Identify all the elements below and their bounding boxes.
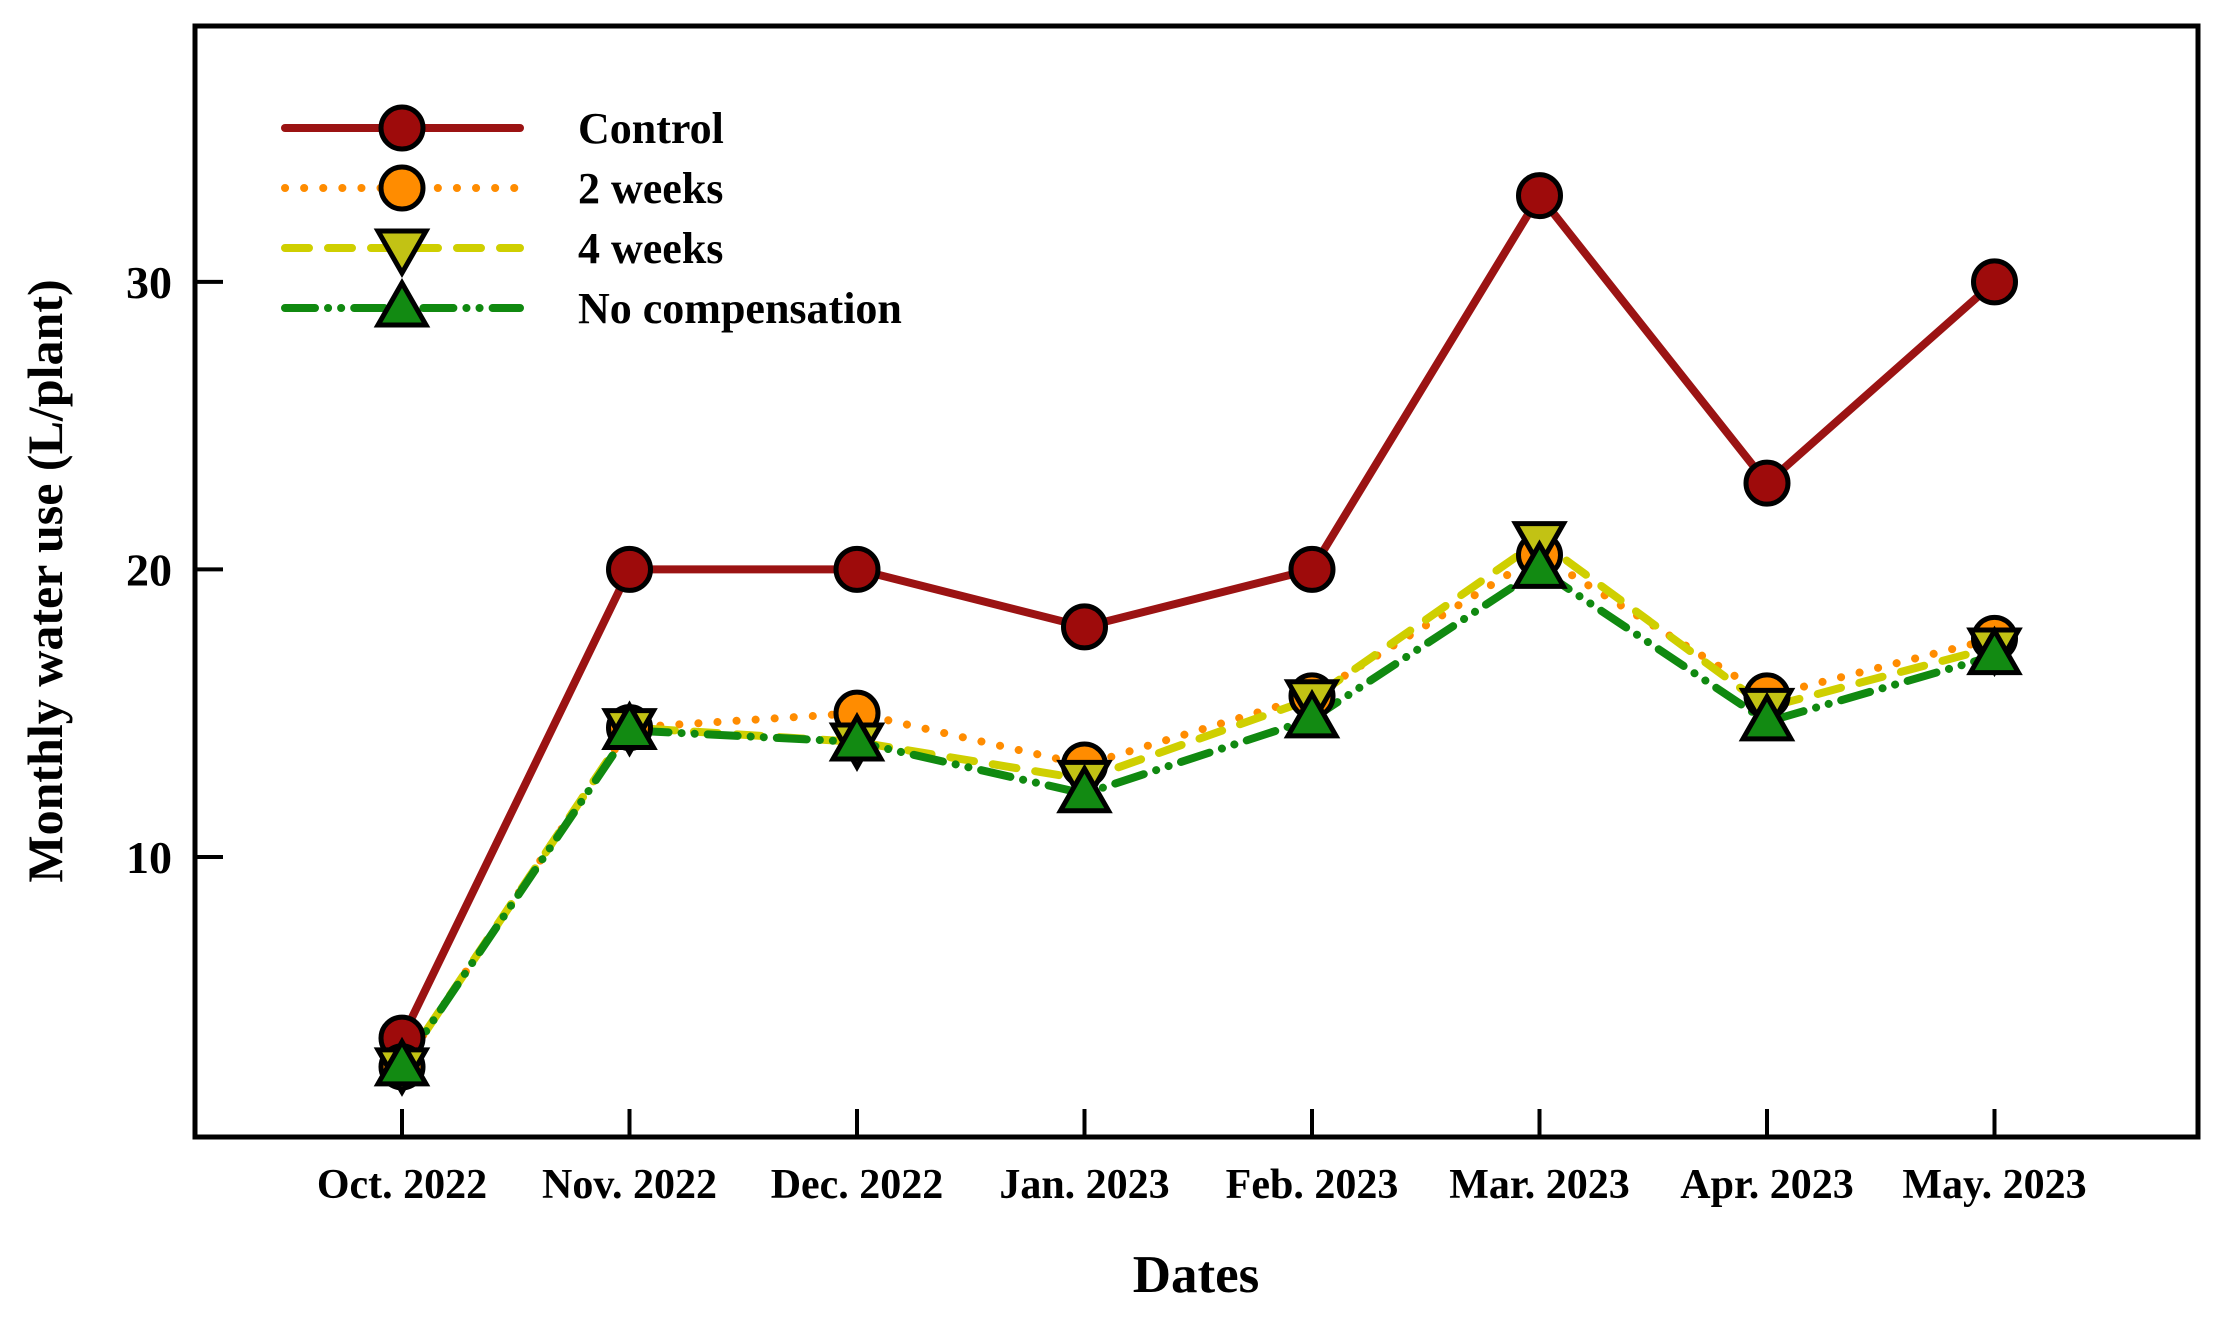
marker-control: [1516, 172, 1563, 220]
x-axis-title: Dates: [1133, 1246, 1260, 1304]
legend-label: 4 weeks: [578, 224, 723, 273]
marker-no-compensation: [1738, 691, 1796, 742]
legend-marker: [373, 277, 431, 328]
series-line-no-compensation: [398, 565, 1999, 1071]
legend-marker: [373, 228, 431, 279]
x-tick-label: Nov. 2022: [542, 1162, 717, 1208]
marker-control: [1061, 603, 1108, 651]
x-tick-label: Apr. 2023: [1680, 1162, 1853, 1208]
marker-no-compensation: [1283, 688, 1341, 739]
legend-label: Control: [578, 104, 724, 153]
marker-no-compensation: [828, 711, 886, 762]
marker-control: [606, 545, 653, 593]
x-tick-label: Jan. 2023: [999, 1162, 1169, 1208]
marker-control: [1288, 545, 1336, 593]
marker-no-compensation: [1056, 763, 1113, 814]
series-line-control: [398, 191, 1999, 1043]
marker-control: [1971, 258, 2018, 306]
marker-no-compensation: [373, 1036, 431, 1087]
marker-no-compensation: [1511, 539, 1568, 589]
series-line-4-weeks: [398, 536, 1999, 1071]
y-axis-title: Monthly water use (L/plant): [17, 279, 73, 882]
y-tick-label: 20: [126, 544, 172, 595]
marker-no-compensation: [1966, 625, 2023, 676]
y-tick-label: 10: [126, 832, 172, 883]
x-tick-label: Feb. 2023: [1226, 1162, 1399, 1208]
x-tick-label: Oct. 2022: [317, 1162, 487, 1208]
legend-label: 2 weeks: [578, 164, 723, 213]
legend-label: No compensation: [578, 284, 902, 333]
marker-no-compensation: [601, 700, 658, 750]
marker-control: [833, 545, 881, 593]
x-tick-label: Mar. 2023: [1449, 1162, 1629, 1208]
y-tick-label: 30: [126, 257, 172, 308]
series-line-2-weeks: [398, 551, 1999, 1071]
marker-control: [1743, 459, 1791, 507]
legend-marker: [378, 104, 426, 152]
x-tick-label: May. 2023: [1902, 1162, 2086, 1208]
chart-generated-content: 10 20 30 Oct. 2022 Nov. 2022 Dec. 2022 Jan. 20…: [126, 23, 2201, 1208]
plot-frame: [192, 23, 2201, 1140]
legend-marker: [378, 164, 426, 212]
x-tick-label: Dec. 2022: [771, 1162, 944, 1208]
